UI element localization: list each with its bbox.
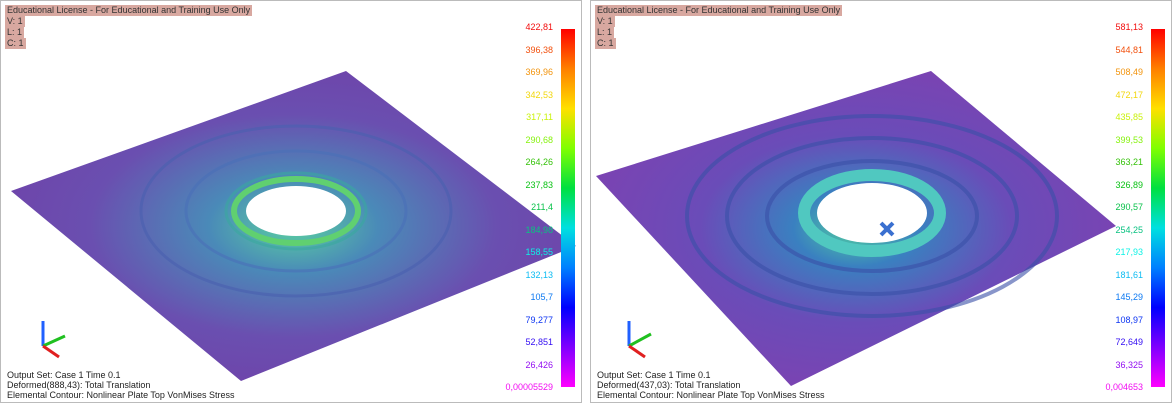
footer-line: Elemental Contour: Nonlinear Plate Top V… [7, 390, 234, 400]
header-line: V: 1 [595, 16, 615, 27]
color-bar [1151, 29, 1165, 387]
footer-line: Output Set: Case 1 Time 0.1 [597, 370, 824, 380]
header: Educational License - For Educational an… [595, 5, 842, 49]
legend-label: 79,277 [525, 315, 553, 325]
header-line: C: 1 [5, 38, 26, 49]
legend-label: 254,25 [1115, 225, 1143, 235]
legend-label: 0,004653 [1105, 382, 1143, 392]
legend-label: 396,38 [525, 45, 553, 55]
header-line: L: 1 [595, 27, 614, 38]
header-line: C: 1 [595, 38, 616, 49]
legend-label: 399,53 [1115, 135, 1143, 145]
screenshot: Educational License - For Educational an… [0, 0, 1172, 403]
footer-line: Deformed(437,03): Total Translation [597, 380, 824, 390]
hole [246, 186, 346, 236]
legend-label: 544,81 [1115, 45, 1143, 55]
legend-label: 105,7 [530, 292, 553, 302]
header-line: V: 1 [5, 16, 25, 27]
legend-label: 290,57 [1115, 202, 1143, 212]
viewport: Educational License - For Educational an… [0, 0, 582, 403]
legend-label: 363,21 [1115, 157, 1143, 167]
header: Educational License - For Educational an… [5, 5, 252, 49]
legend-label: 435,85 [1115, 112, 1143, 122]
legend-label: 217,93 [1115, 247, 1143, 257]
legend-label: 108,97 [1115, 315, 1143, 325]
legend-label: 72,649 [1115, 337, 1143, 347]
footer-line: Elemental Contour: Nonlinear Plate Top V… [597, 390, 824, 400]
legend-label: 317,11 [526, 112, 553, 122]
legend-label: 508,49 [1115, 67, 1143, 77]
legend-label: 132,13 [525, 270, 553, 280]
legend-label: 581,13 [1115, 22, 1143, 32]
legend-label: 181,61 [1115, 270, 1143, 280]
hole [817, 183, 927, 243]
legend-label: 158,55 [525, 247, 553, 257]
legend-label: 26,426 [525, 360, 553, 370]
header-line: L: 1 [5, 27, 24, 38]
legend-label: 264,26 [525, 157, 553, 167]
legend-label: 326,89 [1115, 180, 1143, 190]
color-bar [561, 29, 575, 387]
header-line: Educational License - For Educational an… [5, 5, 252, 16]
legend-label: 342,53 [525, 90, 553, 100]
legend-label: 211,4 [531, 202, 553, 212]
legend-label: 36,325 [1115, 360, 1143, 370]
footer-line: Deformed(888,43): Total Translation [7, 380, 234, 390]
legend-label: 237,83 [525, 180, 553, 190]
legend-label: 369,96 [525, 67, 553, 77]
legend-label: 145,29 [1115, 292, 1143, 302]
legend-label: 52,851 [525, 337, 553, 347]
footer-line: Output Set: Case 1 Time 0.1 [7, 370, 234, 380]
legend-label: 472,17 [1115, 90, 1143, 100]
legend-label: 422,81 [525, 22, 553, 32]
legend-label: 290,68 [525, 135, 553, 145]
header-line: Educational License - For Educational an… [595, 5, 842, 16]
legend-label: 184,98 [525, 225, 553, 235]
viewport: Educational License - For Educational an… [590, 0, 1172, 403]
legend-label: 0,00005529 [505, 382, 553, 392]
